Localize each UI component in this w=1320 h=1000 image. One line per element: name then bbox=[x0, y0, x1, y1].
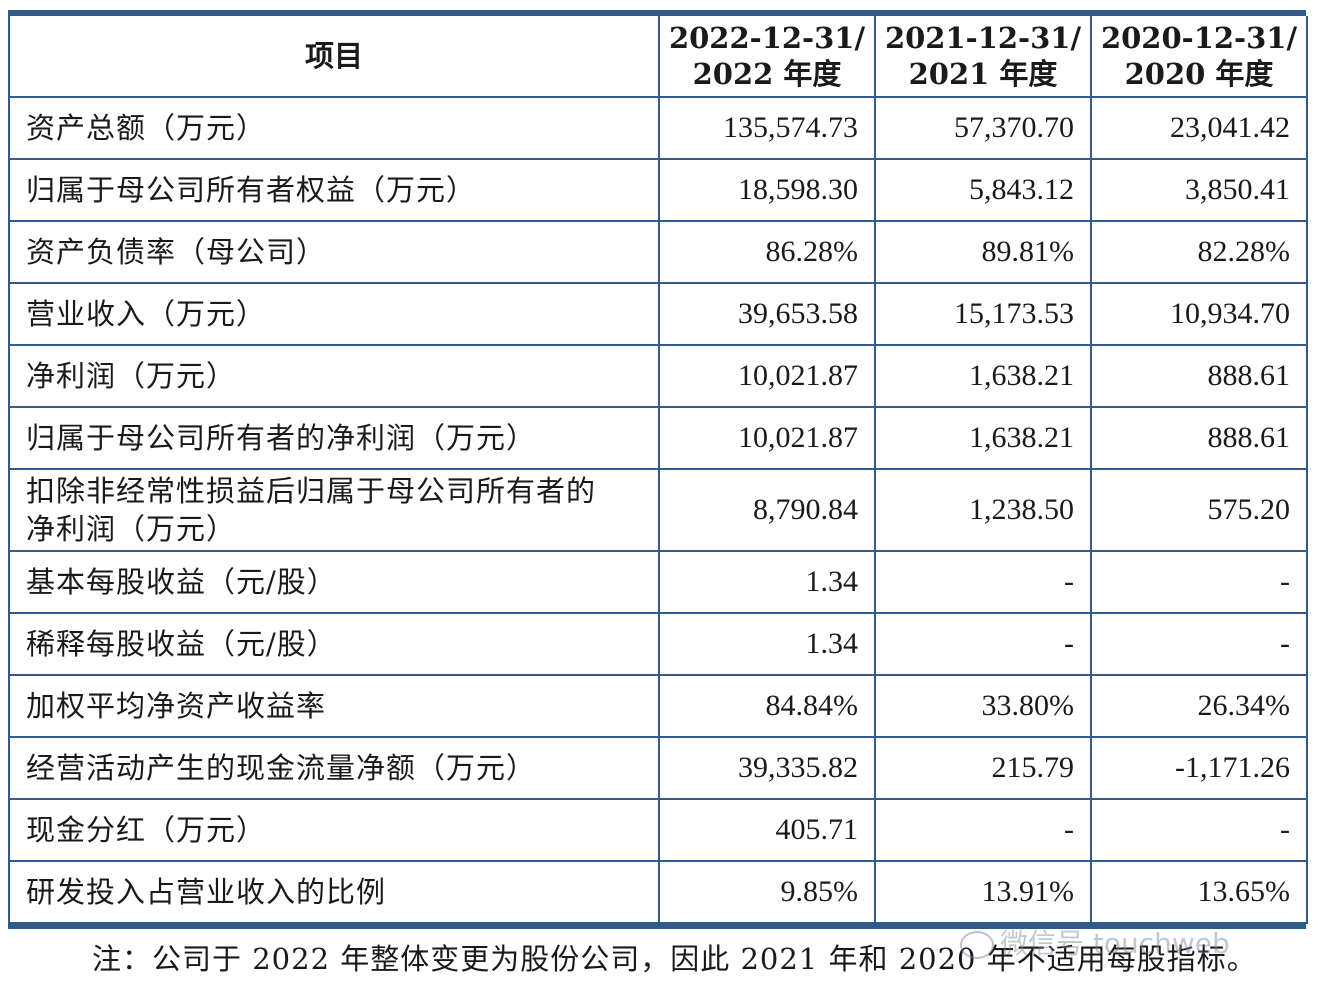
cell-value: 10,021.87 bbox=[659, 407, 876, 470]
header-2022-year: 2022 年度 bbox=[692, 57, 842, 91]
row-label: 归属于母公司所有者权益（万元） bbox=[8, 159, 660, 222]
cell-value: 57,370.70 bbox=[875, 97, 1092, 160]
row-label-line-2: 净利润（万元） bbox=[26, 512, 237, 546]
financial-table-container: 项目 2022-12-31/ 2022 年度 2021-12-31/ 2021 … bbox=[8, 10, 1308, 929]
cell-value: 9.85% bbox=[659, 861, 876, 924]
cell-value: 888.61 bbox=[1091, 407, 1308, 470]
row-label: 稀释每股收益（元/股） bbox=[8, 613, 660, 676]
table-row: 现金分红（万元） 405.71 - - bbox=[8, 799, 1308, 862]
cell-value: - bbox=[1091, 613, 1308, 676]
row-label: 净利润（万元） bbox=[8, 345, 660, 408]
table-row: 扣除非经常性损益后归属于母公司所有者的 净利润（万元） 8,790.84 1,2… bbox=[8, 469, 1308, 552]
cell-value: 1,638.21 bbox=[875, 345, 1092, 408]
wechat-icon bbox=[960, 931, 994, 959]
table-row: 归属于母公司所有者权益（万元） 18,598.30 5,843.12 3,850… bbox=[8, 159, 1308, 222]
cell-value: 1,638.21 bbox=[875, 407, 1092, 470]
financial-summary-table: 项目 2022-12-31/ 2022 年度 2021-12-31/ 2021 … bbox=[8, 16, 1308, 924]
cell-value: 575.20 bbox=[1091, 469, 1308, 552]
cell-value: 13.65% bbox=[1091, 861, 1308, 924]
table-row: 营业收入（万元） 39,653.58 15,173.53 10,934.70 bbox=[8, 283, 1308, 346]
cell-value: -1,171.26 bbox=[1091, 737, 1308, 800]
cell-value: 13.91% bbox=[875, 861, 1092, 924]
cell-value: 39,653.58 bbox=[659, 283, 876, 346]
cell-value: - bbox=[875, 551, 1092, 614]
cell-value: 8,790.84 bbox=[659, 469, 876, 552]
table-row: 净利润（万元） 10,021.87 1,638.21 888.61 bbox=[8, 345, 1308, 408]
cell-value: - bbox=[875, 799, 1092, 862]
cell-value: 18,598.30 bbox=[659, 159, 876, 222]
cell-value: 89.81% bbox=[875, 221, 1092, 284]
cell-value: 135,574.73 bbox=[659, 97, 876, 160]
table-header-row: 项目 2022-12-31/ 2022 年度 2021-12-31/ 2021 … bbox=[8, 16, 1308, 98]
table-row: 资产总额（万元） 135,574.73 57,370.70 23,041.42 bbox=[8, 97, 1308, 160]
row-label: 现金分红（万元） bbox=[8, 799, 660, 862]
watermark-text: 微信号 touchweb bbox=[1000, 927, 1230, 960]
header-2022: 2022-12-31/ 2022 年度 bbox=[659, 16, 876, 98]
cell-value: - bbox=[1091, 799, 1308, 862]
cell-value: 3,850.41 bbox=[1091, 159, 1308, 222]
header-2021-year: 2021 年度 bbox=[908, 57, 1058, 91]
row-label: 营业收入（万元） bbox=[8, 283, 660, 346]
cell-value: 10,934.70 bbox=[1091, 283, 1308, 346]
cell-value: 10,021.87 bbox=[659, 345, 876, 408]
table-row: 经营活动产生的现金流量净额（万元） 39,335.82 215.79 -1,17… bbox=[8, 737, 1308, 800]
cell-value: 1.34 bbox=[659, 551, 876, 614]
table-row: 基本每股收益（元/股） 1.34 - - bbox=[8, 551, 1308, 614]
row-label: 归属于母公司所有者的净利润（万元） bbox=[8, 407, 660, 470]
row-label: 经营活动产生的现金流量净额（万元） bbox=[8, 737, 660, 800]
table-footnote: 注：公司于 2022 年整体变更为股份公司，因此 2021 年和 2020 年不… bbox=[92, 942, 1257, 976]
header-2020-year: 2020 年度 bbox=[1124, 57, 1274, 91]
cell-value: 1.34 bbox=[659, 613, 876, 676]
table-top-rule bbox=[8, 10, 1306, 16]
header-2020: 2020-12-31/ 2020 年度 bbox=[1091, 16, 1308, 98]
cell-value: 1,238.50 bbox=[875, 469, 1092, 552]
row-label: 资产总额（万元） bbox=[8, 97, 660, 160]
row-label: 研发投入占营业收入的比例 bbox=[8, 861, 660, 924]
row-label: 基本每股收益（元/股） bbox=[8, 551, 660, 614]
row-label-line-1: 扣除非经常性损益后归属于母公司所有者的 bbox=[26, 474, 597, 508]
table-row: 加权平均净资产收益率 84.84% 33.80% 26.34% bbox=[8, 675, 1308, 738]
cell-value: 888.61 bbox=[1091, 345, 1308, 408]
cell-value: 84.84% bbox=[659, 675, 876, 738]
cell-value: 215.79 bbox=[875, 737, 1092, 800]
cell-value: 23,041.42 bbox=[1091, 97, 1308, 160]
cell-value: - bbox=[1091, 551, 1308, 614]
header-2021: 2021-12-31/ 2021 年度 bbox=[875, 16, 1092, 98]
cell-value: - bbox=[875, 613, 1092, 676]
table-bottom-rule bbox=[8, 924, 1306, 929]
header-item: 项目 bbox=[8, 16, 660, 98]
cell-value: 26.34% bbox=[1091, 675, 1308, 738]
row-label: 扣除非经常性损益后归属于母公司所有者的 净利润（万元） bbox=[8, 469, 660, 552]
cell-value: 82.28% bbox=[1091, 221, 1308, 284]
watermark: 微信号 touchweb bbox=[960, 922, 1230, 962]
table-row: 稀释每股收益（元/股） 1.34 - - bbox=[8, 613, 1308, 676]
cell-value: 86.28% bbox=[659, 221, 876, 284]
cell-value: 405.71 bbox=[659, 799, 876, 862]
header-2020-date: 2020-12-31/ bbox=[1100, 21, 1298, 55]
cell-value: 33.80% bbox=[875, 675, 1092, 738]
row-label: 加权平均净资产收益率 bbox=[8, 675, 660, 738]
table-row: 研发投入占营业收入的比例 9.85% 13.91% 13.65% bbox=[8, 861, 1308, 924]
table-row: 资产负债率（母公司） 86.28% 89.81% 82.28% bbox=[8, 221, 1308, 284]
header-2021-date: 2021-12-31/ bbox=[884, 21, 1082, 55]
cell-value: 5,843.12 bbox=[875, 159, 1092, 222]
header-2022-date: 2022-12-31/ bbox=[668, 21, 866, 55]
cell-value: 39,335.82 bbox=[659, 737, 876, 800]
cell-value: 15,173.53 bbox=[875, 283, 1092, 346]
row-label: 资产负债率（母公司） bbox=[8, 221, 660, 284]
table-row: 归属于母公司所有者的净利润（万元） 10,021.87 1,638.21 888… bbox=[8, 407, 1308, 470]
